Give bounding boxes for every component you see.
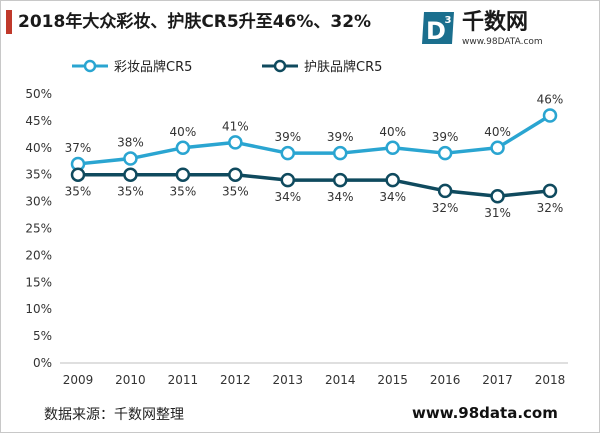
x-tick-label: 2009: [63, 373, 94, 387]
legend-marker: [83, 59, 97, 73]
x-tick-label: 2018: [535, 373, 566, 387]
data-point: [70, 167, 86, 182]
data-label: 38%: [117, 136, 144, 150]
y-tick-label: 50%: [25, 87, 52, 101]
x-tick-label: 2013: [273, 373, 304, 387]
data-label: 35%: [170, 185, 197, 199]
title-accent-bar: [6, 10, 12, 34]
website-url: www.98data.com: [412, 404, 558, 422]
logo-letter: D: [426, 17, 446, 45]
y-tick-label: 40%: [25, 141, 52, 155]
x-tick-label: 2016: [430, 373, 461, 387]
data-point: [385, 140, 400, 156]
brand-url: www.98DATA.com: [462, 37, 543, 47]
data-point: [280, 172, 296, 188]
chart-title: 2018年大众彩妆、护肤CR5升至46%、32%: [18, 12, 372, 32]
data-label: 35%: [65, 185, 92, 199]
data-label: 40%: [484, 125, 511, 139]
data-label: 31%: [484, 206, 511, 220]
y-tick-label: 45%: [25, 114, 52, 128]
y-tick-label: 25%: [25, 222, 52, 236]
data-label: 39%: [432, 130, 459, 144]
data-label: 40%: [170, 125, 197, 139]
data-point: [332, 145, 348, 161]
y-tick-label: 5%: [33, 329, 52, 343]
data-label: 39%: [327, 130, 354, 144]
data-point: [175, 167, 191, 182]
y-tick-label: 10%: [25, 302, 52, 316]
data-point: [542, 183, 558, 199]
series-line: [78, 172, 551, 198]
data-label: 35%: [222, 185, 249, 199]
data-point: [123, 167, 138, 182]
data-label: 41%: [222, 119, 249, 133]
data-label: 37%: [65, 141, 92, 155]
y-tick-label: 0%: [33, 356, 52, 370]
x-tick-label: 2017: [482, 373, 513, 387]
x-tick-label: 2015: [377, 373, 408, 387]
brand-logo: D 3 千数网 www.98DATA.com: [418, 8, 590, 52]
x-tick-label: 2014: [325, 373, 356, 387]
data-point: [332, 172, 348, 188]
data-label: 34%: [327, 190, 354, 204]
x-axis: 2009 2010 2011 2012 2013 2014 2015 2016 2017 2018: [60, 362, 568, 387]
data-source-note: 数据来源：千数网整理: [44, 407, 184, 423]
x-tick-label: 2012: [220, 373, 251, 387]
logo-superscript: 3: [445, 15, 452, 26]
data-point: [437, 145, 453, 161]
data-label: 46%: [537, 93, 564, 107]
data-label: 34%: [274, 190, 301, 204]
data-label: 34%: [379, 190, 406, 204]
legend-marker: [273, 59, 287, 73]
data-label: 40%: [379, 125, 406, 139]
d3-logo-icon: D 3: [422, 12, 454, 45]
data-point: [228, 135, 243, 150]
data-point: [490, 188, 505, 204]
data-point: [280, 145, 296, 161]
data-point: [123, 151, 138, 166]
x-tick-label: 2010: [115, 373, 146, 387]
data-point: [490, 140, 505, 156]
y-axis: 0% 5% 10% 15% 20% 25% 30% 35% 40% 45% 50%: [25, 87, 52, 370]
series-line: [77, 114, 551, 166]
brand-name: 千数网: [462, 10, 529, 35]
data-point: [175, 140, 191, 156]
legend-label: 彩妆品牌CR5: [114, 59, 192, 75]
data-label: 32%: [432, 201, 459, 215]
y-tick-label: 30%: [25, 195, 52, 209]
series-group: 37% 38% 40% 41% 39% 39% 40% 39% 40% 46% 35% 35% 35% 3…: [65, 93, 564, 221]
y-tick-label: 15%: [25, 275, 52, 289]
y-tick-label: 20%: [25, 248, 52, 262]
data-point: [228, 167, 243, 182]
data-label: 32%: [537, 201, 564, 215]
data-label: 39%: [274, 130, 301, 144]
legend-label: 护肤品牌CR5: [304, 59, 382, 75]
data-point: [437, 183, 453, 199]
x-tick-label: 2011: [168, 373, 199, 387]
legend: 彩妆品牌CR5 护肤品牌CR5: [72, 59, 382, 75]
data-point: [385, 172, 400, 188]
y-tick-label: 35%: [25, 168, 52, 182]
data-label: 35%: [117, 185, 144, 199]
data-point: [542, 108, 558, 123]
